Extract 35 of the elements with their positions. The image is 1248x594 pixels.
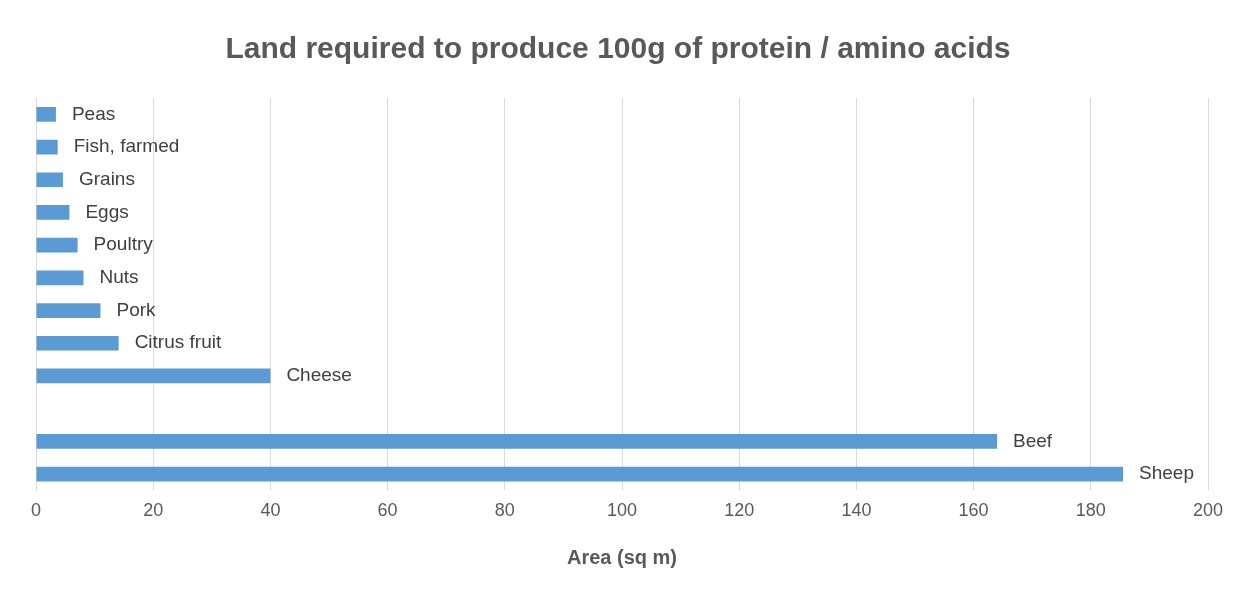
x-tick-label: 20: [143, 500, 164, 521]
y-tick-label: Sheep: [1139, 462, 1194, 484]
x-axis-title: Area (sq m): [566, 545, 678, 568]
x-tick-label: 160: [958, 500, 989, 521]
bar: [36, 237, 78, 253]
x-tick-label: 180: [1075, 500, 1106, 521]
x-tick-label: 60: [377, 500, 398, 521]
bar: [36, 466, 1124, 482]
y-tick-label: Pork: [116, 298, 157, 320]
y-tick-label: Nuts: [99, 266, 139, 288]
bar: [36, 368, 271, 384]
y-tick-label: Peas: [71, 102, 116, 124]
bar: [36, 303, 101, 318]
chart-title: Land required to produce 100g of protein / amino acids: [225, 31, 1011, 65]
y-tick-label: Poultry: [93, 233, 154, 255]
y-tick-label: Fish, farmed: [73, 135, 180, 157]
y-tick-label: Eggs: [85, 200, 129, 222]
x-tick-label: 120: [724, 500, 755, 521]
x-tick-label: 0: [30, 500, 42, 521]
y-tick-label: Grains: [78, 167, 135, 189]
x-tick-label: 200: [1192, 500, 1224, 521]
bar: [36, 335, 119, 351]
bar: [36, 270, 84, 286]
y-tick-label: Cheese: [286, 364, 352, 386]
y-tick-label: Citrus fruit: [134, 331, 222, 353]
bar: [36, 139, 58, 155]
x-tick-label: 40: [260, 500, 281, 521]
x-tick-label: 80: [494, 500, 515, 521]
bar: [36, 106, 56, 122]
y-tick-label: Beef: [1013, 429, 1053, 451]
bar: [36, 172, 63, 188]
bar: [36, 433, 998, 449]
x-tick-label: 100: [606, 500, 638, 521]
bar: [36, 205, 70, 220]
x-tick-label: 140: [841, 500, 872, 521]
